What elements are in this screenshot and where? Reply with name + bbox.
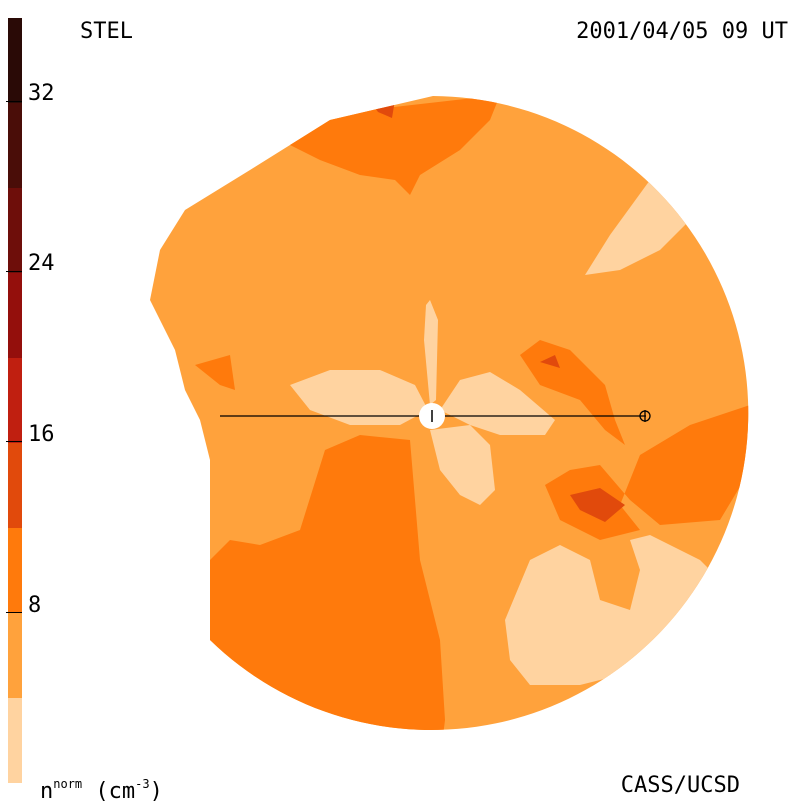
colorbar-band	[8, 358, 22, 443]
colorbar-band	[8, 18, 22, 103]
earth-marker	[639, 410, 651, 422]
density-region	[424, 300, 438, 405]
density-region	[440, 372, 555, 435]
density-region	[585, 180, 690, 275]
density-region	[195, 355, 235, 390]
colorbar-tick	[6, 441, 22, 442]
quantity-unit: (cm	[95, 779, 136, 804]
colorbar-band	[8, 613, 22, 698]
colorbar	[8, 18, 22, 783]
density-region	[520, 340, 625, 445]
colorbar-tick-label: 16	[28, 422, 55, 447]
quantity-unit-exponent: -3	[135, 777, 150, 791]
density-region	[430, 425, 495, 505]
colorbar-tick-label: 8	[28, 593, 42, 618]
density-region	[290, 370, 428, 425]
density-field	[150, 96, 749, 730]
colorbar-band	[8, 528, 22, 613]
colorbar-tick	[6, 101, 22, 102]
colorbar-band	[8, 188, 22, 273]
quantity-superscript: norm	[53, 777, 83, 791]
colorbar-tick	[6, 271, 22, 272]
colorbar-tick-label: 32	[28, 81, 55, 106]
density-region	[200, 435, 445, 730]
density-region	[570, 488, 625, 522]
credit-label: CASS/UCSD	[620, 773, 740, 798]
colorbar-band	[8, 698, 22, 783]
datetime-label: 2001/04/05 09 UT	[576, 19, 788, 44]
colorbar-band	[8, 273, 22, 358]
density-region	[280, 96, 500, 195]
quantity-symbol: n	[40, 779, 54, 804]
instrument-label: STEL	[80, 19, 133, 44]
density-region	[540, 355, 560, 368]
colorbar-tick	[6, 612, 22, 613]
colorbar-band	[8, 103, 22, 188]
quantity-unit-close: )	[149, 779, 163, 804]
colorbar-band	[8, 443, 22, 528]
colorbar-tick-label: 24	[28, 251, 55, 276]
quantity-label: nnorm (cm-3)	[40, 772, 163, 804]
sun-marker	[419, 403, 445, 429]
